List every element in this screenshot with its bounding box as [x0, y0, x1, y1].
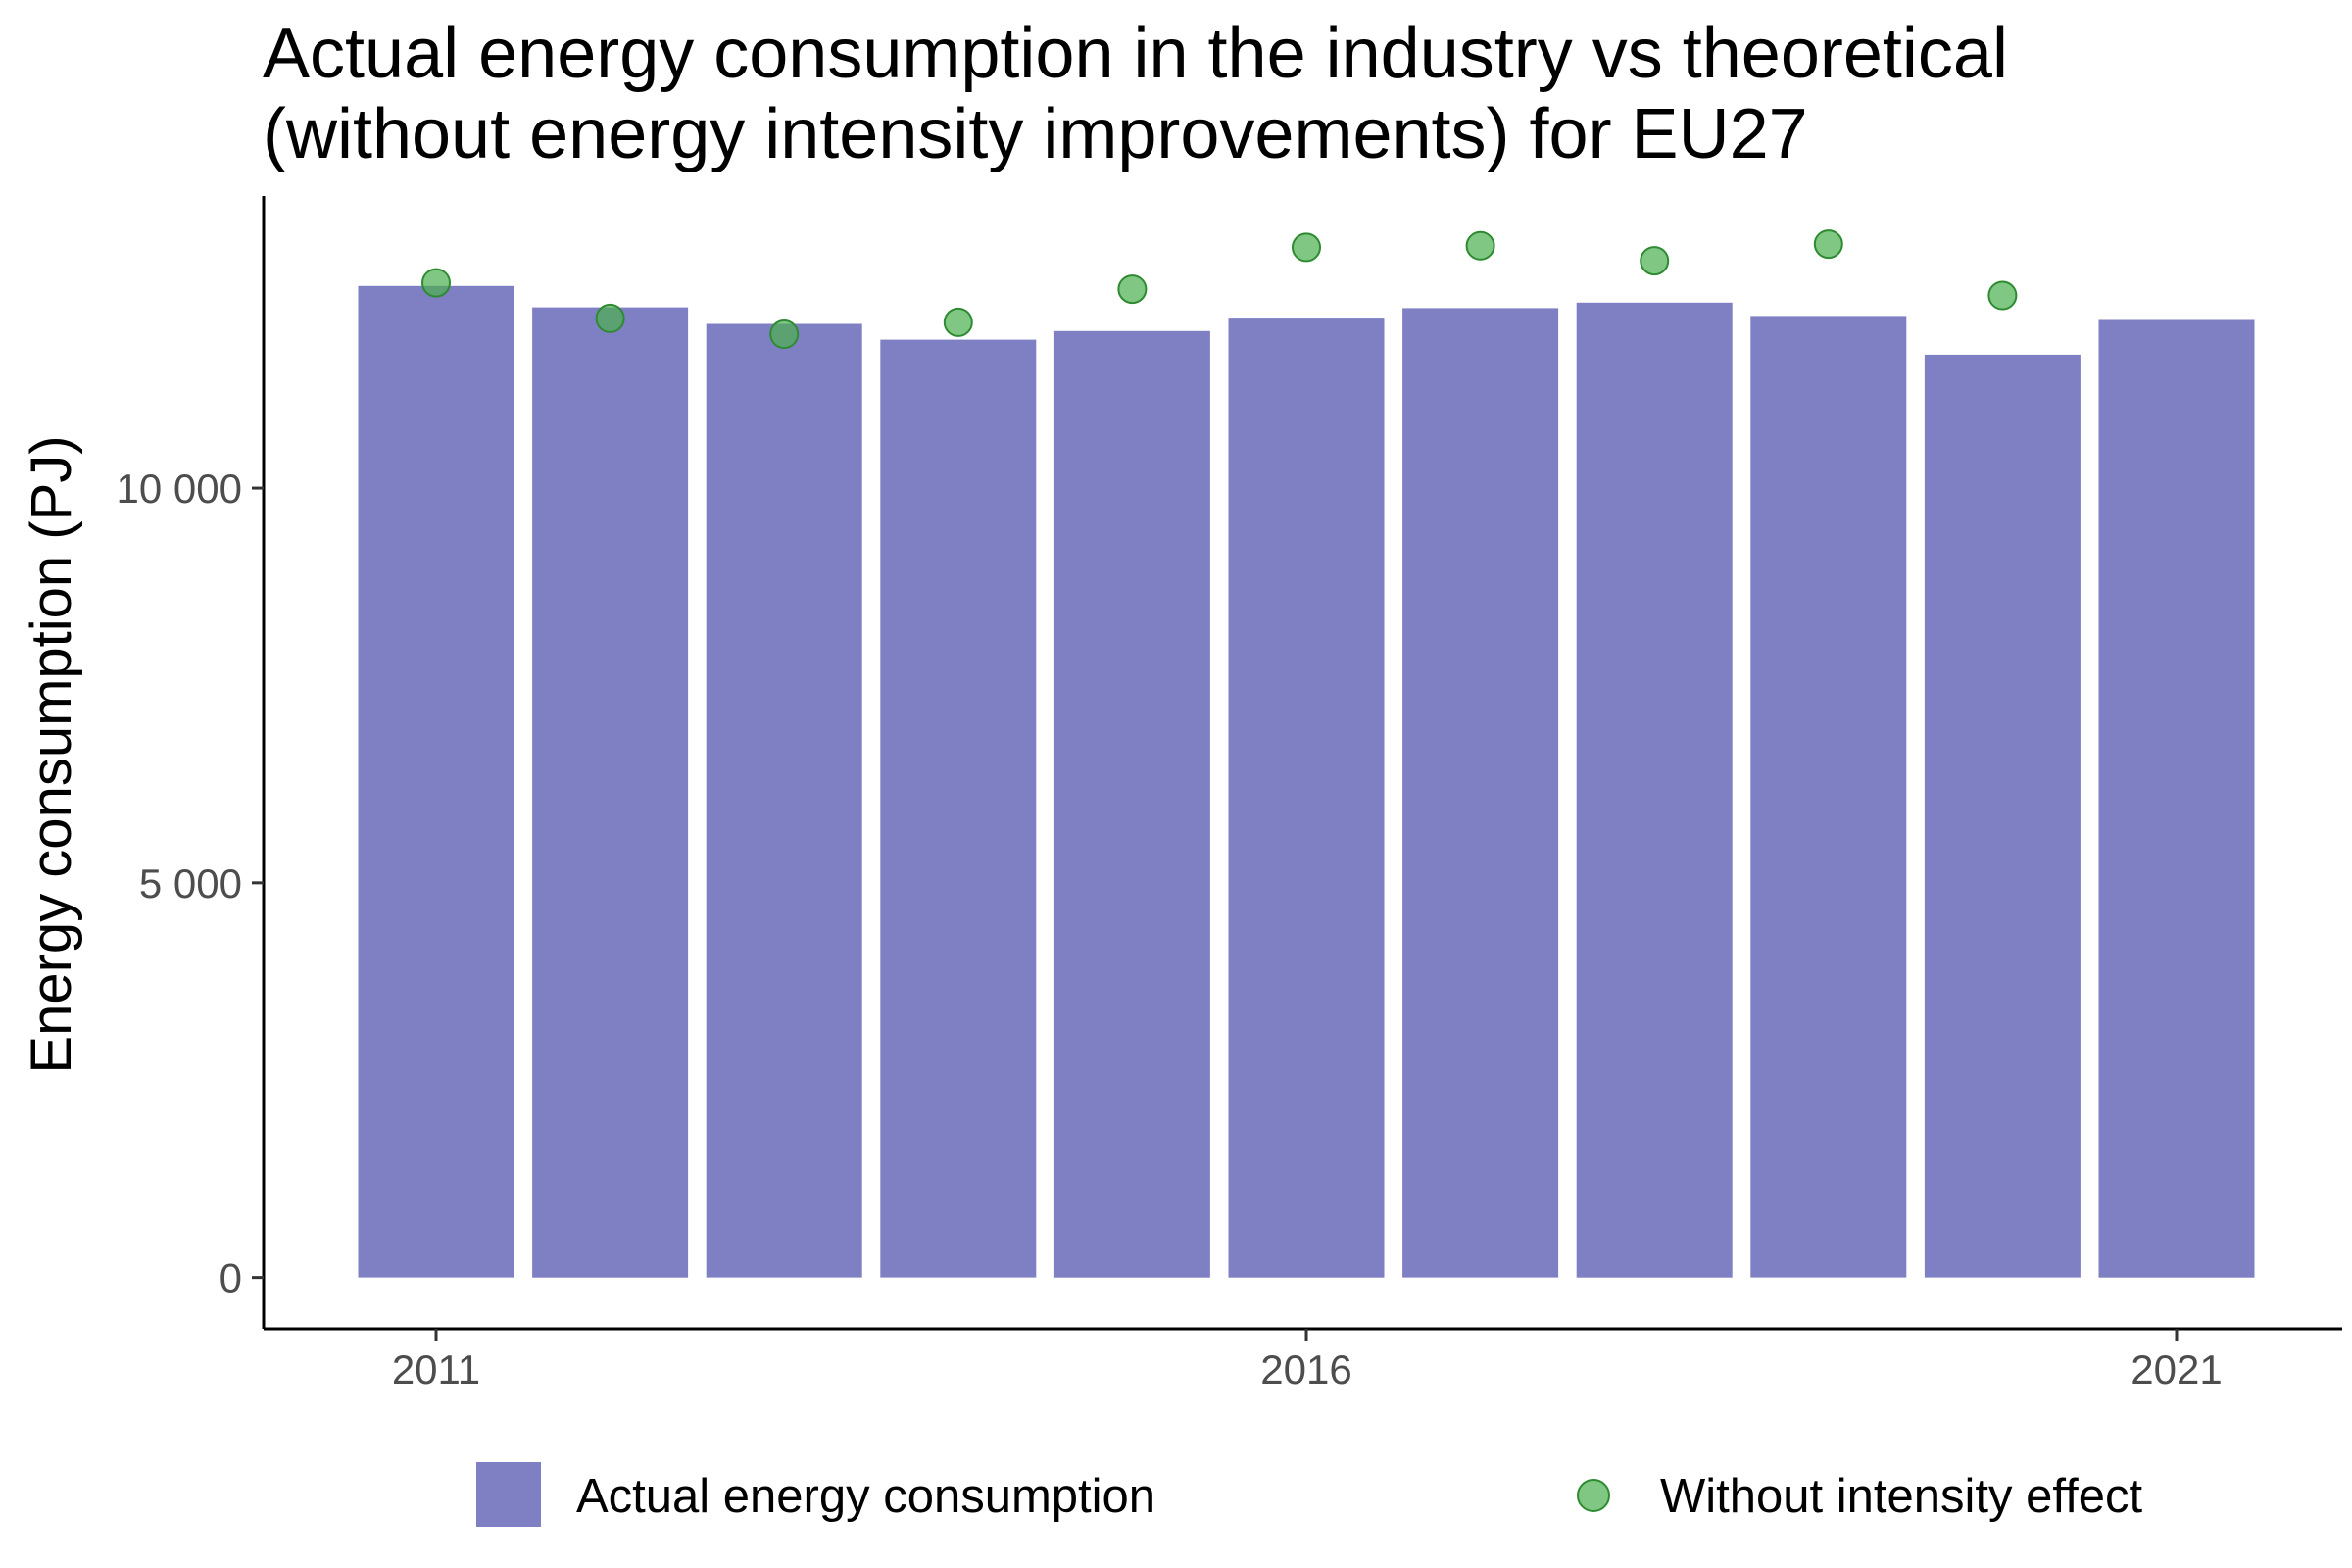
bar-2021 — [2098, 319, 2255, 1278]
bar-2011 — [358, 285, 514, 1278]
x-tick-label: 2021 — [2131, 1347, 2222, 1393]
chart-title-line-1: Actual energy consumption in the industr… — [263, 15, 2008, 93]
legend-swatch-without-intensity-effect — [1577, 1479, 1610, 1512]
chart-title-line-2: (without energy intensity improvements) … — [263, 95, 1808, 173]
bar-2014 — [880, 339, 1037, 1278]
point-2019 — [1813, 229, 1843, 260]
point-2015 — [1117, 274, 1148, 305]
y-tick-label: 10 000 — [117, 466, 242, 512]
point-2017 — [1465, 230, 1495, 261]
points-layer — [421, 229, 2018, 349]
bars-layer — [358, 285, 2255, 1278]
legend: Actual energy consumption Without intens… — [476, 1462, 2142, 1527]
x-tick-label: 2016 — [1260, 1347, 1351, 1393]
y-axis-title: Energy consumption (PJ) — [20, 435, 83, 1073]
legend-label-without-intensity-effect: Without intensity effect — [1660, 1470, 2142, 1523]
bar-2020 — [1924, 354, 2081, 1278]
chart-title: Actual energy consumption in the industr… — [263, 14, 2272, 174]
bar-2013 — [706, 323, 862, 1278]
legend-label-actual-energy-consumption: Actual energy consumption — [576, 1470, 1155, 1523]
point-2020 — [1987, 280, 2018, 311]
bar-2018 — [1576, 302, 1733, 1278]
axes-layer: 0 5 000 10 000 2011 2016 2021 — [117, 196, 2342, 1393]
point-2018 — [1640, 246, 1670, 276]
legend-swatch-actual-energy-consumption — [476, 1462, 541, 1527]
point-2012 — [595, 303, 625, 333]
bar-2015 — [1054, 330, 1210, 1278]
y-tick-label: 5 000 — [139, 860, 242, 906]
bar-2017 — [1402, 308, 1559, 1278]
bar-2019 — [1750, 316, 1907, 1278]
x-tick-label: 2011 — [392, 1347, 480, 1393]
bar-2016 — [1228, 318, 1385, 1278]
point-2016 — [1292, 232, 1321, 263]
point-2013 — [769, 319, 800, 349]
bar-2012 — [532, 307, 689, 1278]
point-2011 — [421, 268, 451, 298]
point-2014 — [943, 307, 973, 337]
y-tick-label: 0 — [220, 1255, 242, 1301]
